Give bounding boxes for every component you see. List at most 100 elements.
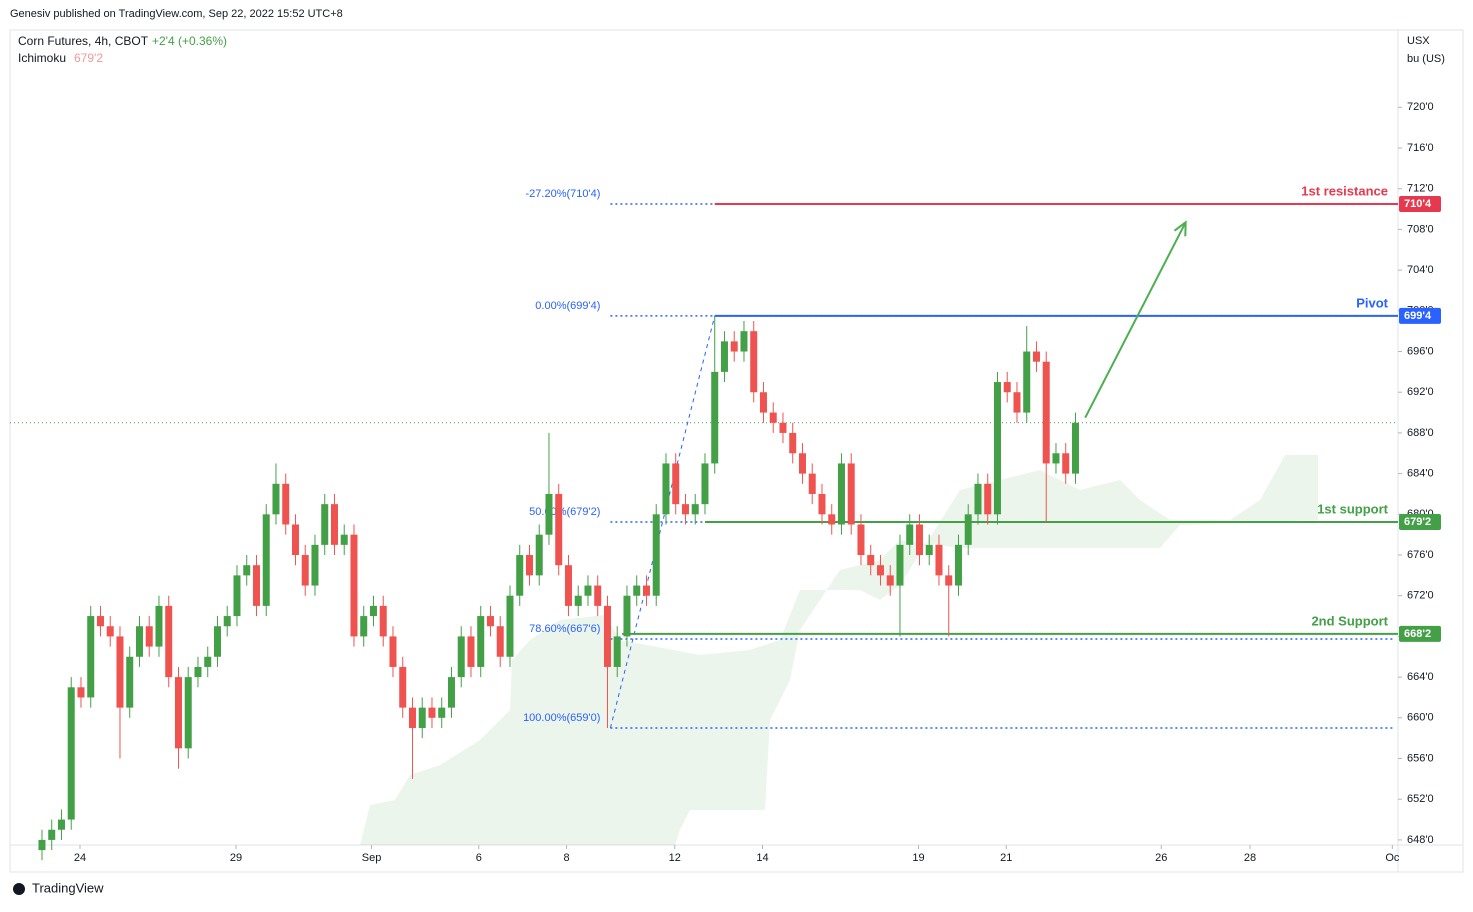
candle-body	[613, 636, 621, 667]
y-tick-label: 688'0	[1407, 427, 1434, 439]
candle-body	[48, 829, 56, 840]
candle-body	[311, 544, 319, 586]
y-tick-label: 660'0	[1407, 712, 1434, 724]
level-name: Pivot	[1356, 295, 1388, 310]
legend-change: +2'4 (+0.36%)	[152, 34, 227, 48]
fib-label: 78.60%(667'6)	[529, 623, 600, 635]
candle-body	[155, 605, 163, 647]
frame	[9, 29, 1464, 873]
candle-body	[759, 392, 767, 413]
candle-body	[925, 544, 933, 556]
price-badge-label: 699'4	[1404, 310, 1432, 322]
x-tick-label: 24	[74, 852, 86, 864]
candle-body	[135, 626, 143, 657]
candle-body	[555, 493, 563, 566]
candle-body	[145, 626, 153, 647]
candle-body	[360, 616, 368, 637]
ichimoku-cloud	[360, 455, 1318, 845]
candle-body	[525, 555, 533, 576]
level-name: 1st support	[1317, 501, 1388, 516]
candle-body	[974, 483, 982, 515]
candle-body	[116, 636, 124, 708]
candle-body	[233, 575, 241, 617]
y-tick-label: 672'0	[1407, 590, 1434, 602]
candle-body	[720, 341, 728, 372]
candle-body	[272, 483, 280, 515]
x-tick-label: 19	[912, 852, 924, 864]
fib-label: -27.20%(710'4)	[526, 188, 601, 200]
candle-body	[633, 585, 641, 596]
candle-body	[223, 616, 231, 627]
x-tick-label: 28	[1244, 852, 1256, 864]
level-name: 1st resistance	[1301, 183, 1388, 198]
candle-body	[252, 565, 260, 606]
candle-body	[389, 636, 397, 667]
candle-body	[954, 544, 962, 586]
candle-body	[204, 656, 212, 667]
price-badge-label: 710'4	[1404, 198, 1432, 210]
candle-body	[321, 504, 329, 545]
candle-body	[57, 819, 65, 830]
candle-body	[964, 514, 972, 545]
fib-label: 50.00%(679'2)	[529, 506, 600, 518]
candle-body	[535, 534, 543, 576]
candle-body	[808, 473, 816, 494]
legend-indicator-value: 679'2	[74, 51, 103, 65]
x-tick-label: 8	[563, 852, 569, 864]
y-tick-label: 656'0	[1407, 752, 1434, 764]
candle-body	[623, 595, 631, 637]
candle-body	[496, 626, 504, 657]
candle-body	[330, 504, 338, 545]
candle-body	[1013, 392, 1021, 413]
candle-body	[750, 331, 758, 393]
candle-body	[740, 331, 748, 352]
y-tick-label: 676'0	[1407, 549, 1434, 561]
candle-body	[486, 616, 494, 627]
candle-body	[945, 575, 953, 586]
candle-body	[282, 483, 290, 525]
candle-body	[837, 463, 845, 525]
candle-body	[350, 534, 358, 637]
candle-body	[691, 504, 699, 515]
candle-body	[847, 463, 855, 525]
candle-body	[798, 453, 806, 474]
candle-body	[984, 483, 992, 515]
candle-body	[184, 677, 192, 749]
candle-body	[652, 514, 660, 596]
candle-body	[789, 432, 797, 454]
candle-body	[87, 616, 95, 698]
y-tick-label: 716'0	[1407, 142, 1434, 154]
candle-body	[818, 493, 826, 515]
candle-body	[126, 656, 134, 708]
candle-body	[769, 412, 777, 423]
candle-body	[1042, 361, 1050, 464]
candle-body	[584, 585, 592, 596]
candle-body	[857, 524, 865, 556]
candle-body	[516, 555, 524, 596]
candle-body	[369, 605, 377, 617]
x-tick-label: 29	[230, 852, 242, 864]
brand: TradingView	[32, 880, 104, 895]
candle-body	[1003, 382, 1011, 393]
candle-body	[662, 463, 670, 515]
candle-body	[38, 839, 46, 851]
y-tick-label: 704'0	[1407, 264, 1434, 276]
candle-body	[1071, 422, 1079, 474]
x-tick-label: Oc	[1385, 852, 1400, 864]
y-tick-label: 692'0	[1407, 386, 1434, 398]
unit: bu (US)	[1407, 53, 1445, 65]
candle-body	[681, 504, 689, 515]
candle-body	[165, 605, 173, 678]
publisher: Genesiv published on TradingView.com, Se…	[10, 8, 343, 20]
candle-body	[213, 626, 221, 657]
candle-body	[642, 585, 650, 596]
candle-body	[506, 595, 514, 657]
x-tick-label: Sep	[362, 852, 382, 864]
candle-body	[418, 707, 426, 728]
candle-body	[1023, 351, 1031, 413]
candle-body	[340, 534, 348, 545]
candle-body	[574, 595, 582, 606]
candle-body	[603, 605, 611, 667]
candle-body	[96, 616, 104, 627]
